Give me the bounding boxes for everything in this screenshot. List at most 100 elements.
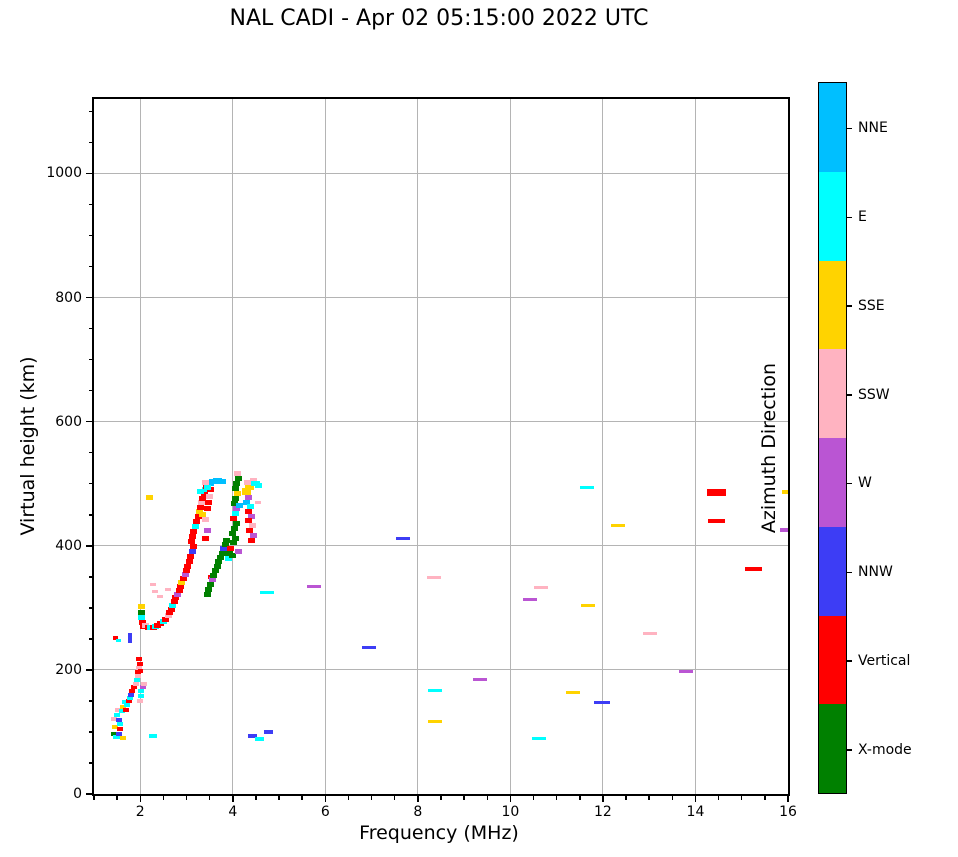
y-minor-tick [88, 358, 92, 361]
colorbar-tick [846, 660, 852, 662]
echo-point-V [137, 661, 144, 666]
echo-point-SSW [533, 586, 548, 590]
colorbar-category-label: X-mode [858, 741, 912, 758]
echo-point-W [249, 533, 257, 539]
echo-point-X [229, 552, 237, 558]
echo-point-E [127, 695, 134, 700]
echo-point-E [428, 689, 443, 693]
y-minor-tick [88, 762, 92, 764]
x-minor-tick [717, 796, 720, 800]
echo-point-SSW [140, 681, 147, 686]
echo-point-E [532, 737, 547, 741]
colorbar-tick [846, 571, 852, 574]
x-minor-tick [347, 796, 350, 800]
echo-point-V [187, 538, 195, 544]
echo-point-SSE [199, 512, 207, 518]
echo-point-E [138, 688, 145, 693]
x-tick-label: 14 [686, 804, 705, 820]
y-minor-tick [88, 700, 92, 702]
y-minor-tick [88, 141, 92, 144]
echo-point-X [110, 731, 117, 736]
echo-point-V [227, 546, 235, 552]
echo-point-V [189, 543, 197, 549]
echo-point-X [231, 525, 239, 531]
echo-point-X [215, 559, 223, 565]
x-major-tick [694, 796, 697, 802]
echo-point-V [167, 606, 175, 612]
echo-point-SSE [427, 719, 442, 723]
x-minor-tick [116, 796, 118, 800]
y-minor-tick [88, 482, 92, 485]
echo-point-E [133, 677, 140, 682]
echo-point-E [121, 700, 128, 705]
echo-point-W [247, 514, 255, 520]
echo-point-V [125, 698, 132, 703]
x-major-tick [232, 796, 234, 802]
echo-point-V [744, 566, 762, 571]
y-tick-label: 1000 [46, 165, 82, 182]
echo-point-NNW [128, 692, 134, 697]
echo-point-V [244, 509, 252, 515]
colorbar-category-label: E [858, 209, 867, 226]
echo-point-SSE [178, 579, 186, 585]
x-minor-tick [301, 796, 303, 800]
echo-point-W [780, 528, 788, 533]
x-major-tick [324, 796, 327, 802]
echo-point-V [194, 514, 202, 520]
echo-point-V [199, 496, 207, 502]
x-minor-tick [671, 796, 674, 800]
x-major-tick [787, 796, 789, 802]
echo-point-X [230, 501, 238, 507]
echo-point-SSW [137, 698, 144, 703]
y-major-tick [86, 420, 92, 423]
echo-point-V [183, 568, 191, 574]
echo-point-E [138, 614, 146, 620]
echo-point-E [579, 485, 594, 489]
x-gridline [694, 99, 696, 794]
echo-point-V [129, 688, 136, 693]
echo-point-NNW [247, 733, 257, 738]
y-minor-tick [88, 514, 92, 516]
y-minor-tick [88, 203, 92, 206]
colorbar-label: Azimuth Direction [758, 362, 780, 534]
echo-point-X [216, 555, 224, 561]
x-major-tick [417, 796, 419, 802]
echo-point-SSW [164, 613, 172, 619]
echo-point-NNW [127, 632, 132, 643]
x-minor-tick [393, 796, 396, 800]
echo-point-E [117, 721, 124, 726]
echo-point-W [139, 685, 146, 690]
y-gridline [94, 172, 788, 174]
echo-point-SSW [165, 587, 172, 591]
echo-point-W [679, 670, 694, 674]
echo-point-SSE [242, 487, 252, 495]
x-minor-tick [162, 796, 165, 800]
x-major-tick [602, 796, 604, 802]
y-gridline [94, 297, 788, 299]
echo-point-X [221, 542, 229, 548]
x-minor-tick [208, 796, 211, 800]
y-major-tick [86, 172, 92, 175]
x-minor-tick [93, 796, 95, 800]
echo-point-X [209, 573, 217, 579]
colorbar-segment-NNE [819, 83, 846, 172]
chart-title: NAL CADI - Apr 02 05:15:00 2022 UTC [229, 6, 649, 31]
echo-point-SSW [244, 479, 252, 485]
echo-point-SSW [233, 471, 241, 477]
echo-point-E [196, 489, 204, 495]
x-minor-tick [278, 796, 280, 800]
y-minor-tick [88, 451, 92, 454]
echo-point-SSW [150, 582, 157, 586]
colorbar-category-label: Vertical [858, 652, 911, 669]
echo-point-SSW [202, 516, 210, 522]
x-minor-tick [532, 796, 535, 800]
echo-point-X [229, 530, 237, 536]
echo-point-X [230, 540, 238, 546]
y-gridline [94, 545, 788, 547]
colorbar-tick [846, 749, 852, 751]
echo-point-NNW [362, 646, 377, 650]
echo-point-X [218, 550, 226, 556]
echo-point-SSE [119, 736, 126, 741]
echo-point-NNW [188, 548, 196, 554]
colorbar-segment-NNW [819, 526, 846, 616]
